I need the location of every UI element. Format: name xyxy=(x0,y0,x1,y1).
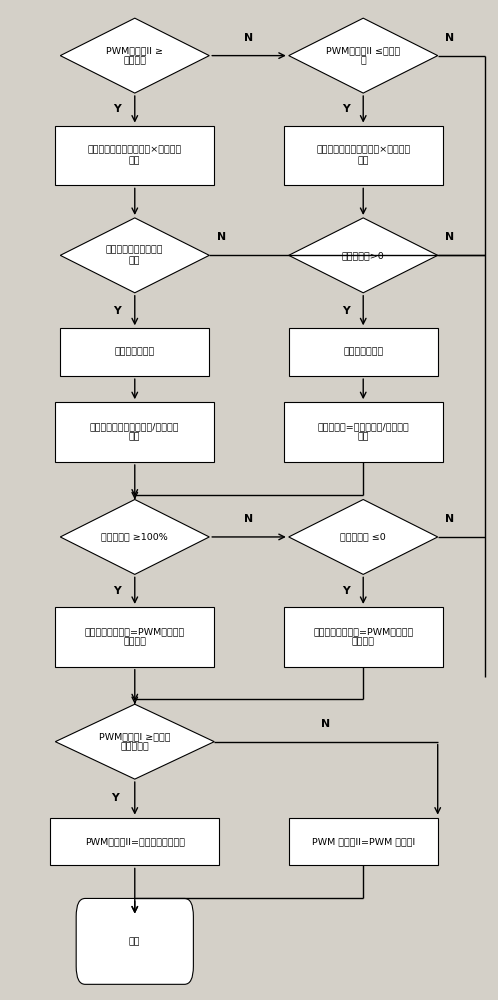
Text: 热负荷系数=热负荷时间/最长降温
时间: 热负荷系数=热负荷时间/最长降温 时间 xyxy=(317,422,409,442)
Text: N: N xyxy=(217,232,226,242)
Text: PWM占空比I ≥控制占
空比限制值: PWM占空比I ≥控制占 空比限制值 xyxy=(99,732,170,751)
Text: 热负荷系数 ≤0: 热负荷系数 ≤0 xyxy=(340,532,386,541)
Text: PWM 占空比II=PWM 占空比I: PWM 占空比II=PWM 占空比I xyxy=(312,837,415,846)
Text: N: N xyxy=(445,514,454,524)
Text: N: N xyxy=(245,514,253,524)
FancyBboxPatch shape xyxy=(284,402,443,462)
Text: 热负荷时间累减: 热负荷时间累减 xyxy=(343,348,383,357)
Text: Y: Y xyxy=(111,793,119,803)
Text: PWM占空比II ≤降温阈
值: PWM占空比II ≤降温阈 值 xyxy=(326,46,400,65)
Text: 热负荷时间>0: 热负荷时间>0 xyxy=(342,251,384,260)
Polygon shape xyxy=(289,18,438,93)
FancyBboxPatch shape xyxy=(55,402,214,462)
Text: PWM占空比II ≥
升温阈值: PWM占空比II ≥ 升温阈值 xyxy=(106,46,163,65)
Text: N: N xyxy=(245,33,253,43)
FancyBboxPatch shape xyxy=(55,126,214,185)
Polygon shape xyxy=(55,704,214,779)
FancyBboxPatch shape xyxy=(60,328,209,376)
FancyBboxPatch shape xyxy=(50,818,219,865)
Text: PWM占空比II=控制占空比限制值: PWM占空比II=控制占空比限制值 xyxy=(85,837,185,846)
Polygon shape xyxy=(60,218,209,293)
Polygon shape xyxy=(60,18,209,93)
Text: Y: Y xyxy=(114,104,122,114)
Text: 热负荷时间＝热负荷系数×最长升温
时间: 热负荷时间＝热负荷系数×最长升温 时间 xyxy=(88,146,182,165)
FancyBboxPatch shape xyxy=(76,898,193,984)
Text: N: N xyxy=(445,232,454,242)
FancyBboxPatch shape xyxy=(289,328,438,376)
FancyBboxPatch shape xyxy=(284,607,443,667)
Text: 控制占空比限制值=PWM占空比低
限制峰值: 控制占空比限制值=PWM占空比低 限制峰值 xyxy=(85,627,185,647)
Text: 控制占空比限制值=PWM占空比高
限制峰值: 控制占空比限制值=PWM占空比高 限制峰值 xyxy=(313,627,413,647)
Polygon shape xyxy=(289,218,438,293)
Text: Y: Y xyxy=(114,306,122,316)
Text: Y: Y xyxy=(342,586,350,596)
Text: 热负荷时间＜最长升温
时间: 热负荷时间＜最长升温 时间 xyxy=(106,246,163,265)
Text: 结束: 结束 xyxy=(129,937,140,946)
Polygon shape xyxy=(289,500,438,574)
Text: Y: Y xyxy=(114,586,122,596)
Polygon shape xyxy=(60,500,209,574)
Text: Y: Y xyxy=(342,306,350,316)
Text: 热负荷系数 ≥100%: 热负荷系数 ≥100% xyxy=(102,532,168,541)
Text: 热负荷时间＝热负荷系数×最长降温
时间: 热负荷时间＝热负荷系数×最长降温 时间 xyxy=(316,146,410,165)
FancyBboxPatch shape xyxy=(55,607,214,667)
Text: N: N xyxy=(445,33,454,43)
FancyBboxPatch shape xyxy=(284,126,443,185)
Text: N: N xyxy=(321,719,331,729)
Text: 热负荷时间累加: 热负荷时间累加 xyxy=(115,348,155,357)
Text: 热负荷系数＝热负荷时间/最长升温
时间: 热负荷系数＝热负荷时间/最长升温 时间 xyxy=(90,422,180,442)
Text: Y: Y xyxy=(342,104,350,114)
FancyBboxPatch shape xyxy=(289,818,438,865)
